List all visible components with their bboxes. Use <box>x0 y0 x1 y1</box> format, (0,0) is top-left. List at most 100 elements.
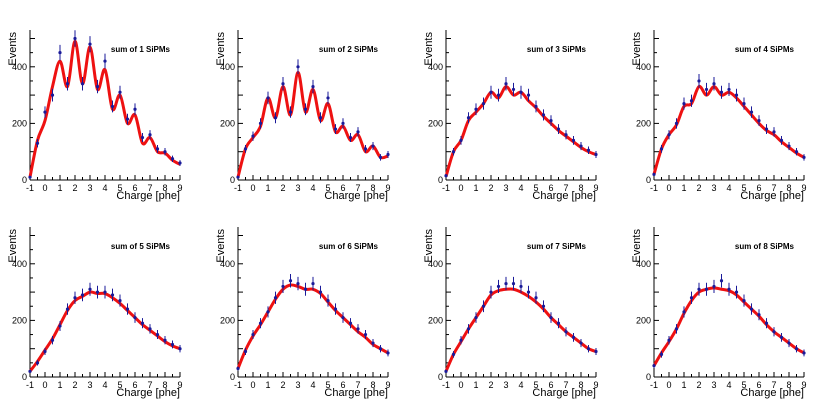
data-point <box>556 321 561 325</box>
data-point <box>526 93 531 97</box>
data-point <box>318 116 323 120</box>
x-tick-label: 7 <box>355 380 360 390</box>
data-point <box>652 172 656 176</box>
x-axis-title: Charge [phe] <box>324 190 388 202</box>
data-point <box>772 130 776 134</box>
x-tick-label: 7 <box>771 183 776 193</box>
data-point <box>140 135 145 140</box>
data-point <box>667 133 671 137</box>
y-axis-title: Events <box>215 32 227 66</box>
x-tick-label: 1 <box>265 183 270 193</box>
y-axis-title: Events <box>215 229 227 263</box>
data-point <box>541 113 546 117</box>
data-point <box>363 147 368 151</box>
data-point <box>348 135 353 140</box>
x-tick-label: 4 <box>726 183 731 193</box>
x-tick-label: 5 <box>117 183 122 193</box>
data-point <box>58 51 62 55</box>
data-point <box>348 321 353 325</box>
data-point <box>95 85 100 89</box>
data-point <box>258 321 263 325</box>
data-point <box>125 117 130 121</box>
data-point <box>719 279 724 283</box>
x-tick-label: 8 <box>370 380 375 390</box>
data-point <box>571 335 576 339</box>
data-point <box>110 293 115 297</box>
data-point <box>564 330 568 334</box>
data-point <box>742 298 746 303</box>
x-axis-title: Charge [phe] <box>532 190 596 202</box>
x-tick-label: 4 <box>518 380 523 390</box>
data-point <box>779 138 784 142</box>
data-point <box>667 338 671 342</box>
data-point <box>333 307 338 311</box>
data-point <box>659 352 664 356</box>
data-point <box>757 313 761 317</box>
data-point <box>303 287 308 291</box>
x-tick-label: 9 <box>801 380 806 390</box>
panel-title: sum of 8 SiPMs <box>735 242 795 251</box>
y-axis-title: Events <box>631 32 643 66</box>
x-tick-label: 6 <box>132 183 137 193</box>
data-point <box>318 290 323 294</box>
data-point <box>273 116 278 120</box>
data-point <box>556 127 561 131</box>
x-axis-title: Charge [phe] <box>116 387 180 399</box>
x-tick-label: 0 <box>458 183 463 193</box>
data-point <box>749 307 754 311</box>
x-tick-label: 2 <box>72 380 77 390</box>
x-tick-label: 0 <box>250 183 255 193</box>
x-tick-label: 0 <box>42 380 47 390</box>
x-tick-label: 3 <box>87 183 92 193</box>
data-point <box>65 82 70 86</box>
data-point <box>734 93 739 97</box>
x-tick-label: 4 <box>310 183 315 193</box>
data-point <box>474 315 478 320</box>
x-tick-label: 7 <box>563 183 568 193</box>
x-tick-label: 7 <box>147 183 152 193</box>
y-tick-label: 0 <box>438 175 443 185</box>
x-tick-label: 4 <box>310 380 315 390</box>
data-point <box>118 90 122 94</box>
data-point <box>794 347 799 351</box>
data-point <box>451 352 456 356</box>
data-point <box>734 290 739 294</box>
x-tick-label: 2 <box>280 183 285 193</box>
data-point <box>674 121 679 125</box>
x-tick-label: 3 <box>503 183 508 193</box>
data-point <box>749 110 754 114</box>
x-tick-label: 8 <box>786 380 791 390</box>
y-tick-label: 200 <box>428 315 443 325</box>
x-tick-label: 3 <box>503 380 508 390</box>
y-axis-title: Events <box>7 32 19 66</box>
x-tick-label: 5 <box>741 380 746 390</box>
x-tick-label: 8 <box>162 380 167 390</box>
data-point <box>341 315 345 320</box>
x-tick-label: -1 <box>442 183 450 193</box>
x-tick-label: 0 <box>42 183 47 193</box>
data-point <box>564 133 568 137</box>
data-point <box>326 96 330 100</box>
y-tick-label: 0 <box>22 372 27 382</box>
data-point <box>243 349 248 354</box>
x-tick-label: 9 <box>801 183 806 193</box>
data-point <box>50 338 55 342</box>
data-point <box>489 90 493 94</box>
x-tick-label: 7 <box>771 380 776 390</box>
data-point <box>103 290 107 294</box>
data-point <box>571 138 576 142</box>
data-point <box>251 134 255 138</box>
data-point <box>178 347 182 351</box>
x-tick-label: 5 <box>533 183 538 193</box>
y-tick-label: 0 <box>230 175 235 185</box>
x-tick-label: 1 <box>681 380 686 390</box>
x-axis-title: Charge [phe] <box>740 387 804 399</box>
data-point <box>356 130 360 134</box>
x-tick-label: -1 <box>442 380 450 390</box>
data-point <box>118 298 122 303</box>
data-point <box>288 279 293 283</box>
y-axis-title: Events <box>7 229 19 263</box>
data-point <box>80 82 85 86</box>
data-point <box>712 284 716 289</box>
